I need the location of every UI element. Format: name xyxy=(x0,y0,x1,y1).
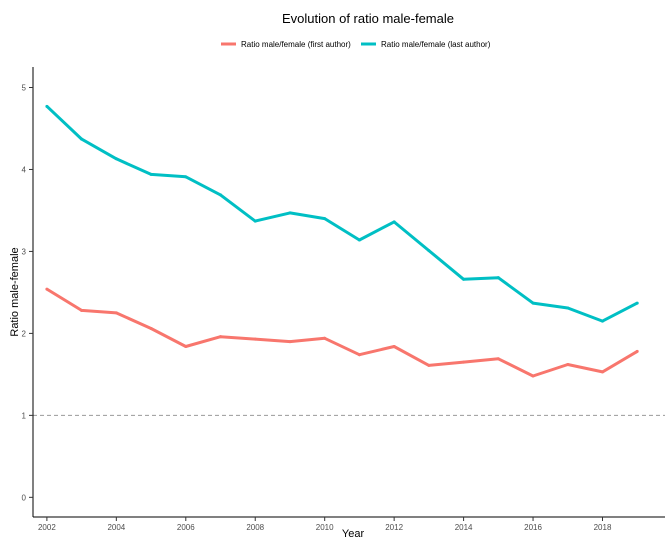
y-tick-label-4: 4 xyxy=(22,165,27,174)
legend: Ratio male/female (first author) Ratio m… xyxy=(221,40,491,49)
chart-title: Evolution of ratio male-female xyxy=(282,11,454,26)
data-point-last-author-2009 xyxy=(288,211,292,215)
y-tick-label-5: 5 xyxy=(22,83,27,92)
series-line-last-author xyxy=(45,105,638,323)
data-point-last-author-2017 xyxy=(566,306,570,310)
data-point-last-author-2005 xyxy=(149,172,153,176)
data-point-last-author-2002 xyxy=(45,104,49,108)
data-point-last-author-2013 xyxy=(427,249,431,253)
data-point-last-author-2014 xyxy=(462,277,466,281)
data-point-first-author-2014 xyxy=(462,360,466,364)
data-point-last-author-2015 xyxy=(496,276,500,280)
data-point-last-author-2004 xyxy=(114,157,118,161)
data-point-last-author-2010 xyxy=(323,217,327,221)
data-point-last-author-2003 xyxy=(80,137,84,141)
y-tick-label-1: 1 xyxy=(22,411,27,420)
data-point-first-author-2003 xyxy=(80,308,84,312)
x-axis-title: Year xyxy=(342,528,365,538)
data-point-last-author-2006 xyxy=(184,175,188,179)
x-tick-label-2016: 2016 xyxy=(524,523,542,532)
x-tick-label-2010: 2010 xyxy=(316,523,334,532)
x-tick-label-2004: 2004 xyxy=(107,523,125,532)
data-point-first-author-2006 xyxy=(184,345,188,349)
data-point-first-author-2017 xyxy=(566,363,570,367)
data-point-first-author-2005 xyxy=(149,326,153,330)
data-point-first-author-2016 xyxy=(531,374,535,378)
data-point-first-author-2010 xyxy=(323,336,327,340)
data-point-first-author-2002 xyxy=(45,287,49,291)
plot-area xyxy=(33,104,665,416)
series-points-first-author xyxy=(45,287,639,378)
x-tick-label-2008: 2008 xyxy=(246,523,264,532)
x-tick-label-2012: 2012 xyxy=(385,523,403,532)
data-point-first-author-2009 xyxy=(288,340,292,344)
data-point-first-author-2008 xyxy=(253,337,257,341)
data-point-first-author-2015 xyxy=(496,357,500,361)
data-point-last-author-2011 xyxy=(357,238,361,242)
data-point-last-author-2008 xyxy=(253,219,257,223)
data-point-last-author-2019 xyxy=(635,301,639,305)
data-point-first-author-2004 xyxy=(114,311,118,315)
data-point-first-author-2013 xyxy=(427,363,431,367)
x-tick-label-2014: 2014 xyxy=(455,523,473,532)
data-point-first-author-2018 xyxy=(600,370,604,374)
x-tick-label-2006: 2006 xyxy=(177,523,195,532)
legend-label-last-author: Ratio male/female (last author) xyxy=(381,40,491,49)
data-point-last-author-2012 xyxy=(392,220,396,224)
x-axis-ticks: 2002 2004 2006 2008 2010 2012 2014 2016 2018 xyxy=(38,517,612,532)
y-tick-label-2: 2 xyxy=(22,329,27,338)
y-axis-ticks: 0 1 2 3 4 5 xyxy=(22,83,33,502)
data-point-first-author-2019 xyxy=(635,349,639,353)
data-point-first-author-2011 xyxy=(357,353,361,357)
series-line-first-author xyxy=(46,287,638,378)
data-point-first-author-2007 xyxy=(219,335,223,339)
y-tick-label-3: 3 xyxy=(22,247,27,256)
data-point-last-author-2007 xyxy=(219,193,223,197)
data-point-first-author-2012 xyxy=(392,345,396,349)
y-axis-title: Ratio male-female xyxy=(9,247,21,336)
x-tick-label-2002: 2002 xyxy=(38,523,56,532)
series-points-last-author xyxy=(45,104,639,323)
x-tick-label-2018: 2018 xyxy=(594,523,612,532)
data-point-last-author-2018 xyxy=(600,319,604,323)
y-tick-label-0: 0 xyxy=(22,493,27,502)
data-point-last-author-2016 xyxy=(531,301,535,305)
legend-label-first-author: Ratio male/female (first author) xyxy=(241,40,351,49)
